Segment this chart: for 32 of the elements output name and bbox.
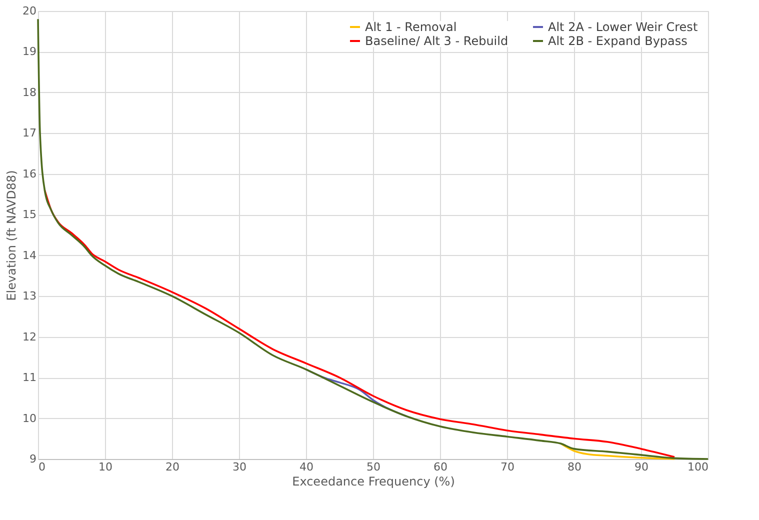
y-tick-label: 19	[22, 45, 36, 58]
legend-label: Alt 2A - Lower Weir Crest	[548, 20, 698, 34]
line-series	[44, 189, 676, 458]
legend-label: Baseline/ Alt 3 - Rebuild	[365, 34, 508, 48]
line-series	[560, 442, 676, 460]
y-tick-label: 12	[22, 330, 36, 344]
x-tick-label: 30	[232, 460, 246, 474]
x-tick-label: 40	[300, 460, 314, 474]
x-axis-title: Exceedance Frequency (%)	[292, 474, 455, 488]
y-tick-label: 10	[22, 412, 36, 425]
x-tick-label: 0	[38, 460, 46, 474]
x-tick-label: 70	[500, 460, 514, 474]
y-tick-label: 15	[22, 208, 36, 222]
y-tick-label: 9	[30, 452, 36, 466]
y-axis-title: Elevation (ft NAVD88)	[4, 170, 19, 301]
x-tick-label: 20	[166, 460, 180, 474]
y-tick-label: 18	[22, 86, 36, 99]
y-tick-label: 13	[22, 290, 36, 303]
y-tick-label: 16	[22, 167, 36, 180]
y-tick-label: 20	[22, 4, 36, 18]
legend-label: Alt 1 - Removal	[365, 20, 457, 34]
y-tick-label: 14	[22, 248, 36, 262]
line-series	[37, 18, 709, 460]
x-tick-label: 60	[434, 460, 448, 474]
x-tick-label: 10	[98, 460, 112, 474]
legend-label: Alt 2B - Expand Bypass	[548, 34, 688, 48]
x-tick-label: 50	[366, 460, 380, 474]
x-tick-label: 80	[568, 460, 582, 474]
y-tick-label: 17	[22, 126, 36, 140]
x-tick-label: 100	[688, 460, 708, 474]
y-tick-label: 11	[22, 371, 36, 384]
x-tick-label: 90	[634, 460, 648, 474]
